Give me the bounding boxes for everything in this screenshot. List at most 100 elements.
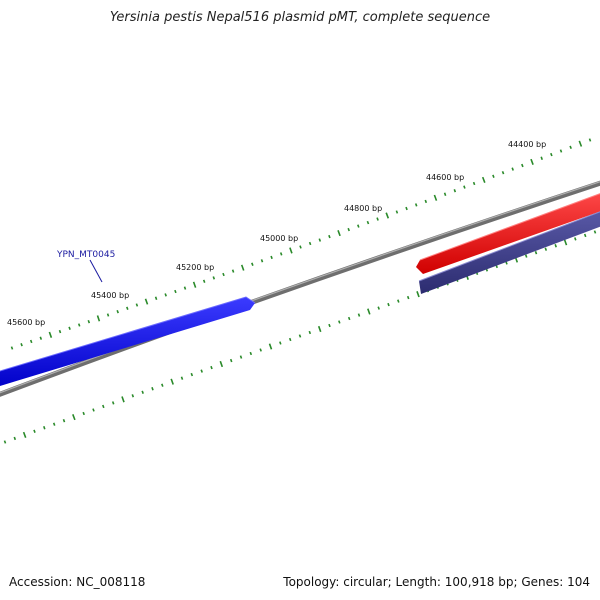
minor-tick: [377, 306, 380, 310]
minor-tick: [164, 293, 167, 297]
minor-tick: [559, 149, 563, 153]
major-tick: [240, 264, 245, 271]
minor-tick: [453, 189, 457, 193]
tick-label-45200: 45200 bp: [176, 263, 214, 272]
minor-tick: [210, 365, 213, 370]
minor-tick: [229, 358, 233, 363]
gene-ypn-mt0045[interactable]: [0, 296, 256, 389]
minor-tick: [308, 330, 312, 335]
gene-label-connector: [89, 259, 103, 283]
minor-tick: [259, 348, 262, 352]
tick-label-44600: 44600 bp: [426, 173, 464, 182]
minor-tick: [308, 241, 312, 246]
minor-tick: [505, 261, 508, 265]
minor-tick: [249, 351, 253, 356]
tick-label-45600: 45600 bp: [7, 318, 45, 327]
minor-tick: [366, 220, 370, 225]
minor-tick: [200, 369, 203, 373]
major-tick: [433, 194, 438, 201]
minor-tick: [212, 276, 216, 280]
minor-tick: [43, 426, 46, 430]
minor-tick: [135, 303, 139, 307]
minor-tick: [511, 167, 514, 171]
minor-tick: [593, 230, 597, 234]
minor-tick: [87, 319, 91, 324]
inner-tick-ruler: [3, 230, 597, 444]
minor-tick: [58, 329, 62, 334]
minor-tick: [174, 289, 177, 294]
minor-tick: [554, 244, 557, 248]
minor-tick: [318, 238, 322, 242]
minor-tick: [588, 138, 592, 142]
plasmid-backbone: [0, 180, 600, 397]
minor-tick: [328, 234, 331, 239]
minor-tick: [20, 343, 23, 347]
major-tick: [337, 230, 341, 237]
minor-tick: [92, 408, 95, 412]
minor-tick: [376, 217, 379, 221]
minor-tick: [279, 252, 283, 256]
minor-tick: [521, 163, 524, 168]
gene-reverse-navy[interactable]: [418, 208, 600, 294]
tick-label-45000: 45000 bp: [260, 234, 298, 243]
gene-label-ypn-mt0045: YPN_MT0045: [56, 250, 115, 260]
minor-tick: [52, 422, 56, 426]
minor-tick: [347, 316, 351, 321]
major-tick: [578, 140, 583, 147]
minor-tick: [395, 210, 399, 214]
major-tick: [121, 396, 125, 403]
minor-tick: [10, 346, 14, 350]
minor-tick: [544, 247, 548, 251]
minor-tick: [492, 174, 495, 178]
minor-tick: [574, 237, 577, 241]
minor-tick: [534, 250, 538, 255]
tick-label-45400: 45400 bp: [91, 291, 129, 300]
minor-tick: [239, 355, 243, 359]
major-tick: [219, 360, 224, 368]
major-tick: [416, 291, 420, 298]
major-tick: [144, 298, 149, 305]
major-tick: [530, 158, 534, 165]
minor-tick: [116, 309, 119, 314]
minor-tick: [406, 295, 410, 300]
minor-tick: [501, 171, 505, 175]
minor-tick: [161, 383, 164, 387]
major-tick: [192, 281, 197, 288]
minor-tick: [190, 372, 194, 377]
major-tick: [317, 325, 322, 333]
gene-reverse-red[interactable]: [416, 190, 600, 274]
minor-tick: [141, 390, 144, 394]
minor-tick: [231, 269, 235, 273]
major-tick: [385, 212, 390, 219]
minor-tick: [126, 306, 129, 310]
minor-tick: [463, 185, 466, 189]
minor-tick: [183, 286, 187, 290]
tick-label-44800: 44800 bp: [344, 204, 382, 213]
minor-tick: [131, 394, 135, 398]
minor-tick: [524, 254, 528, 258]
minor-tick: [540, 156, 543, 160]
accession-label: Accession: NC_008118: [9, 575, 146, 589]
minor-tick: [357, 313, 361, 317]
minor-tick: [3, 440, 7, 444]
minor-tick: [180, 376, 184, 380]
minor-tick: [357, 224, 360, 228]
outer-tick-ruler: [10, 138, 592, 350]
minor-tick: [102, 404, 105, 409]
minor-tick: [106, 313, 110, 317]
minor-tick: [260, 259, 264, 263]
minor-tick: [550, 152, 553, 157]
major-tick: [268, 343, 273, 350]
minor-tick: [202, 279, 206, 283]
minor-tick: [472, 181, 476, 186]
minor-tick: [583, 233, 587, 238]
minor-tick: [405, 206, 408, 211]
minor-tick: [82, 411, 85, 416]
minor-tick: [397, 299, 400, 303]
major-tick: [367, 308, 371, 315]
minor-tick: [338, 320, 341, 324]
minor-tick: [33, 429, 36, 433]
major-tick: [22, 431, 27, 438]
